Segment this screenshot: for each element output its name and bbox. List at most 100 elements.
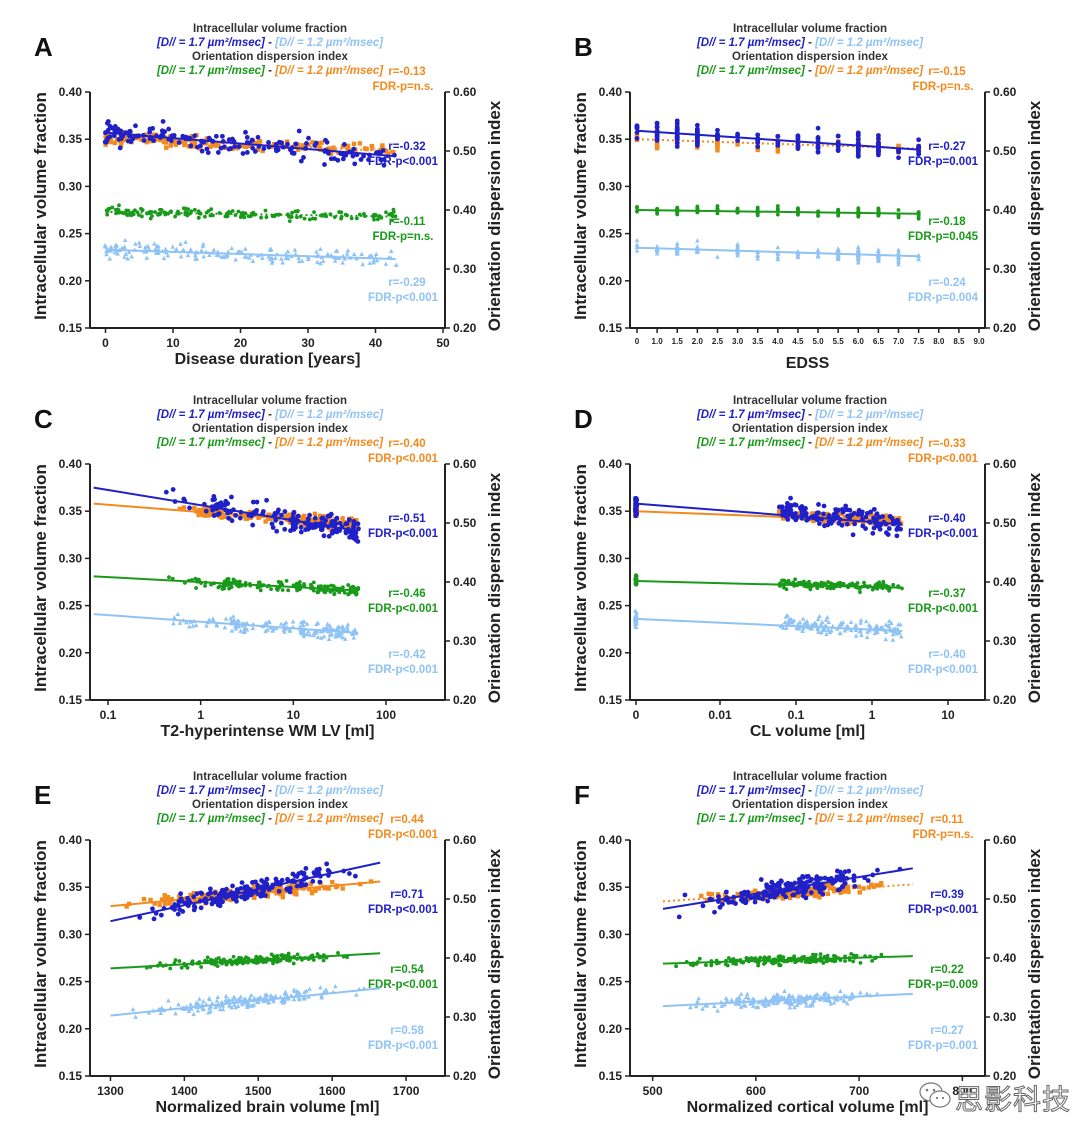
data-point [205,150,211,156]
data-point [851,878,857,883]
data-point [302,216,307,221]
data-point [783,894,789,900]
data-point [333,631,339,636]
data-point [282,526,288,532]
data-point [674,241,680,246]
data-point [353,992,359,997]
data-point [319,635,324,640]
data-point [715,141,720,146]
data-point [390,149,396,155]
data-point [872,630,878,636]
data-point [811,997,817,1003]
data-point [229,245,235,251]
data-point [758,955,763,960]
y-tick-label: 0.35 [59,132,83,146]
data-point [704,897,710,903]
data-point [887,588,891,593]
data-point [121,137,127,142]
y2-axis-label: Orientation dispersion index [1025,100,1044,331]
data-point [247,509,253,515]
data-point [198,905,204,911]
data-point [250,499,256,505]
data-point [895,622,901,627]
data-point [760,896,766,902]
data-point [273,146,279,152]
data-point [738,897,744,903]
data-point [351,635,357,640]
data-point [351,141,357,147]
data-point [211,247,217,252]
data-point [175,611,181,617]
legend-entry-icvf-17: [D// = 1.7 µm²/msec] [156,37,265,49]
data-point [162,901,168,906]
legend-separator: - [804,785,816,797]
data-point [855,253,861,259]
data-point [311,216,315,221]
data-point [287,885,293,891]
stat-p-label: FDR-p<0.001 [368,1040,439,1052]
legend-entry-odi-17: [D// = 1.7 µm²/msec] [696,437,805,449]
data-point [199,891,205,896]
x-axis-label: Normalized cortical volume [ml] [687,1099,929,1116]
data-point [345,143,351,149]
data-point [217,584,222,589]
data-point [369,143,375,149]
data-point [722,1002,727,1007]
fit-line [636,246,919,258]
data-point [181,206,186,211]
data-point [850,532,856,538]
legend-line-4: [D// = 1.7 µm²/msec] - [D// = 1.2 µm²/ms… [90,64,450,78]
data-point [795,143,801,149]
data-point [388,248,394,254]
data-point [211,617,216,622]
data-point [815,626,821,632]
data-point [375,217,380,222]
legend-line-1: Intracellular volume fraction [90,770,450,784]
x-tick-label: 0.1 [788,708,805,722]
data-point [804,618,810,624]
data-point [738,1004,744,1009]
series-odi-17 [93,575,361,597]
y2-axis-label: Orientation dispersion index [485,472,504,703]
data-point [808,890,814,896]
series-ivf-12 [93,611,359,641]
data-point [828,586,833,591]
data-point [762,962,766,966]
data-point [789,1001,795,1006]
y2-tick-label: 0.20 [993,1069,1017,1083]
data-point [634,614,639,619]
legend-header: Intracellular volume fraction [D// = 1.7 … [630,770,990,826]
data-point [163,145,169,150]
series-ivf-17 [662,866,913,920]
data-point [191,903,197,909]
data-point [688,1004,693,1010]
series-odi-17 [104,203,398,224]
data-point [876,133,881,138]
data-point [318,246,323,251]
data-point [857,890,862,895]
data-point [312,210,316,215]
data-point [815,586,820,591]
data-point [295,513,301,519]
data-point [113,207,118,212]
y2-tick-label: 0.50 [453,892,477,906]
y2-tick-label: 0.40 [453,951,477,965]
data-point [193,256,198,261]
data-point [844,521,850,527]
data-point [825,883,830,888]
data-point [849,991,855,996]
data-point [195,1008,201,1013]
data-point [773,994,779,999]
data-point [177,907,183,912]
data-point [215,150,221,155]
data-point [791,618,797,623]
data-point [738,991,744,996]
data-point [253,140,259,145]
data-point [244,885,250,891]
y-tick-label: 0.25 [59,975,83,989]
stat-p-label: FDR-p<0.001 [908,904,979,916]
data-point [870,958,875,963]
data-point [259,878,264,883]
data-point [238,628,243,633]
panel-letter: D [574,404,593,434]
